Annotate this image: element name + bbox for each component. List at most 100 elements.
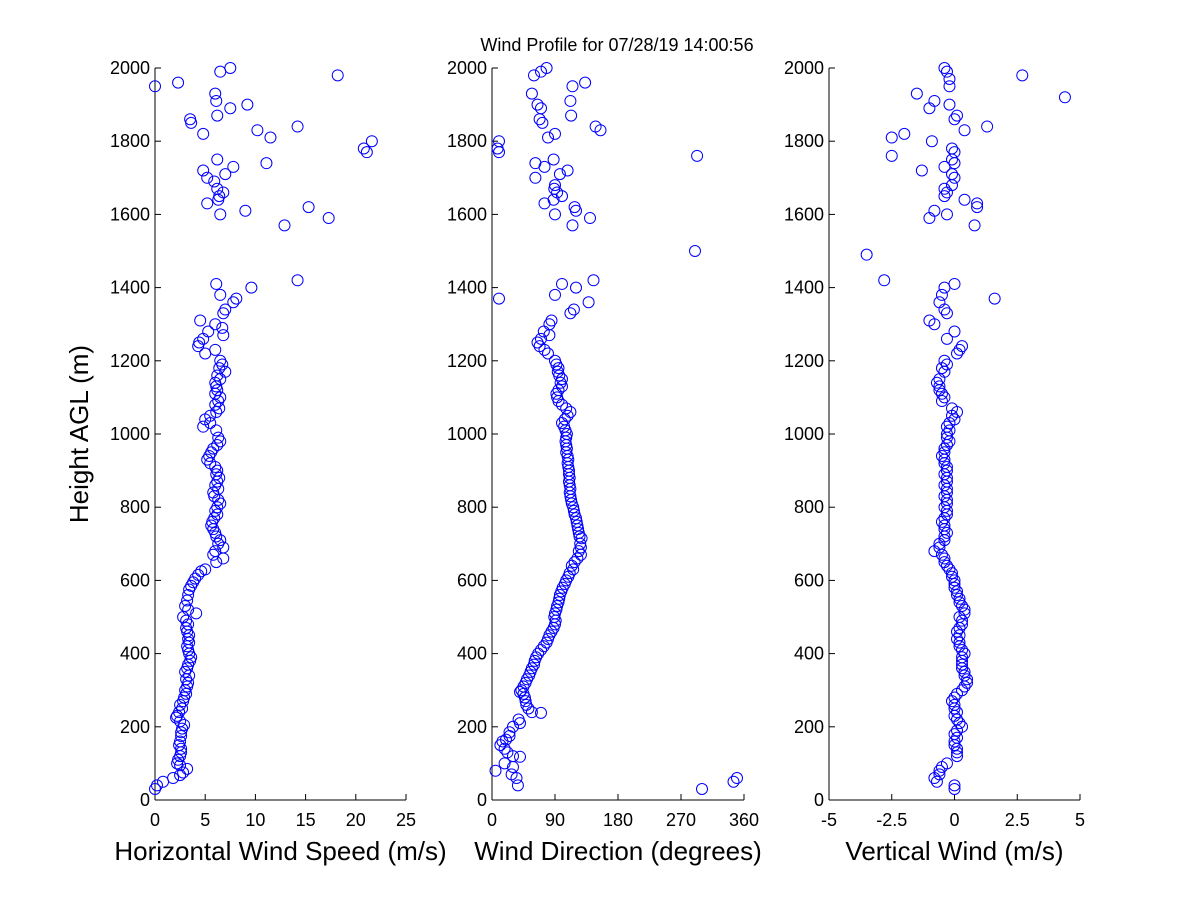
direction-data-point <box>545 625 558 638</box>
direction-data-point <box>511 779 524 792</box>
speed-data-point <box>210 94 223 107</box>
direction-data-point <box>510 772 523 785</box>
vertical-data-point <box>958 680 971 693</box>
direction-data-point <box>566 80 579 93</box>
direction-data-point <box>535 332 547 345</box>
vertical-y-tick-label: 1000 <box>784 424 824 444</box>
vertical-data-point <box>948 739 961 752</box>
speed-data-point <box>224 102 237 115</box>
speed-x-tick-label: 0 <box>150 810 160 830</box>
vertical-data-point <box>945 695 958 708</box>
direction-data-point <box>556 398 568 411</box>
speed-data-point <box>331 69 344 82</box>
direction-data-point <box>547 153 560 166</box>
vertical-data-point <box>940 431 953 444</box>
speed-data-point <box>209 318 222 331</box>
speed-x-tick-label: 25 <box>396 810 416 830</box>
speed-data-point <box>192 340 205 353</box>
direction-data-point <box>553 369 566 382</box>
vertical-data-point <box>948 735 961 748</box>
speed-data-point <box>211 438 224 451</box>
direction-data-point <box>533 113 546 126</box>
speed-y-tick-label: 1400 <box>110 278 150 298</box>
speed-x-tick-label: 15 <box>296 810 316 830</box>
vertical-data-point <box>961 673 974 686</box>
speed-data-point <box>322 212 335 225</box>
direction-data-point <box>489 764 502 777</box>
speed-data-point <box>171 757 184 770</box>
speed-data-point <box>208 490 221 503</box>
direction-y-tick-label: 400 <box>457 644 487 664</box>
direction-y-tick-label: 200 <box>457 717 487 737</box>
direction-data-point <box>507 761 519 774</box>
speed-y-tick-label: 800 <box>120 497 150 517</box>
direction-data-point <box>567 504 580 517</box>
vertical-data-point <box>943 72 956 85</box>
speed-data-point <box>365 135 378 148</box>
speed-data-point <box>177 766 190 779</box>
speed-data-point <box>175 742 188 755</box>
vertical-data-point <box>968 219 981 232</box>
vertical-data-point <box>940 526 953 539</box>
speed-data-point <box>181 594 194 607</box>
direction-data-point <box>561 164 574 177</box>
vertical-data-point <box>933 380 946 393</box>
direction-data-point <box>532 647 545 660</box>
direction-data-point <box>528 69 540 82</box>
speed-data-point <box>227 296 240 309</box>
vertical-data-point <box>956 658 969 671</box>
vertical-data-point <box>958 665 971 678</box>
vertical-y-tick-label: 400 <box>794 644 824 664</box>
vertical-data-point <box>935 515 948 528</box>
vertical-data-point <box>956 600 969 613</box>
speed-data-point <box>197 127 210 140</box>
direction-data-point <box>565 493 578 506</box>
speed-data-point <box>213 402 226 415</box>
vertical-data-point <box>953 717 966 730</box>
speed-data-point <box>182 589 195 602</box>
speed-data-point <box>209 87 222 100</box>
speed-data-point <box>357 142 370 155</box>
speed-data-point <box>210 406 223 419</box>
vertical-data-point <box>951 347 964 360</box>
vertical-data-point <box>951 742 964 755</box>
direction-data-point <box>551 600 564 613</box>
direction-data-point <box>494 739 507 752</box>
direction-data-point <box>594 124 607 137</box>
vertical-data-point <box>938 391 951 404</box>
direction-data-point <box>519 695 532 708</box>
direction-data-point <box>522 702 535 715</box>
speed-data-point <box>210 277 223 290</box>
vertical-data-point <box>958 193 971 206</box>
vertical-data-point <box>951 706 964 719</box>
direction-data-point <box>565 109 578 122</box>
direction-data-point <box>531 336 544 349</box>
speed-data-point <box>245 281 258 294</box>
speed-data-point <box>217 552 230 565</box>
speed-data-point <box>185 116 198 129</box>
speed-data-point <box>239 204 252 217</box>
vertical-data-point <box>951 632 964 645</box>
speed-data-point <box>210 556 223 569</box>
direction-x-tick-label: 270 <box>666 810 696 830</box>
direction-data-point <box>525 87 538 100</box>
vertical-data-point <box>940 65 953 78</box>
speed-data-point <box>217 307 230 320</box>
vertical-data-point <box>938 303 951 316</box>
direction-x-axis-label: Wind Direction (degrees) <box>474 836 762 866</box>
direction-data-point <box>514 750 526 763</box>
direction-data-point <box>503 726 516 739</box>
speed-data-point <box>210 530 223 543</box>
speed-data-point <box>201 453 214 466</box>
vertical-y-tick-label: 200 <box>794 717 824 737</box>
vertical-data-point <box>898 127 911 140</box>
vertical-y-tick-label: 1200 <box>784 351 824 371</box>
direction-data-point <box>582 296 595 309</box>
vertical-data-point <box>935 288 948 301</box>
vertical-data-point <box>930 775 943 788</box>
direction-x-tick-label: 90 <box>545 810 565 830</box>
direction-data-point <box>567 501 580 514</box>
direction-data-point <box>547 621 560 634</box>
vertical-data-point <box>1058 91 1071 104</box>
